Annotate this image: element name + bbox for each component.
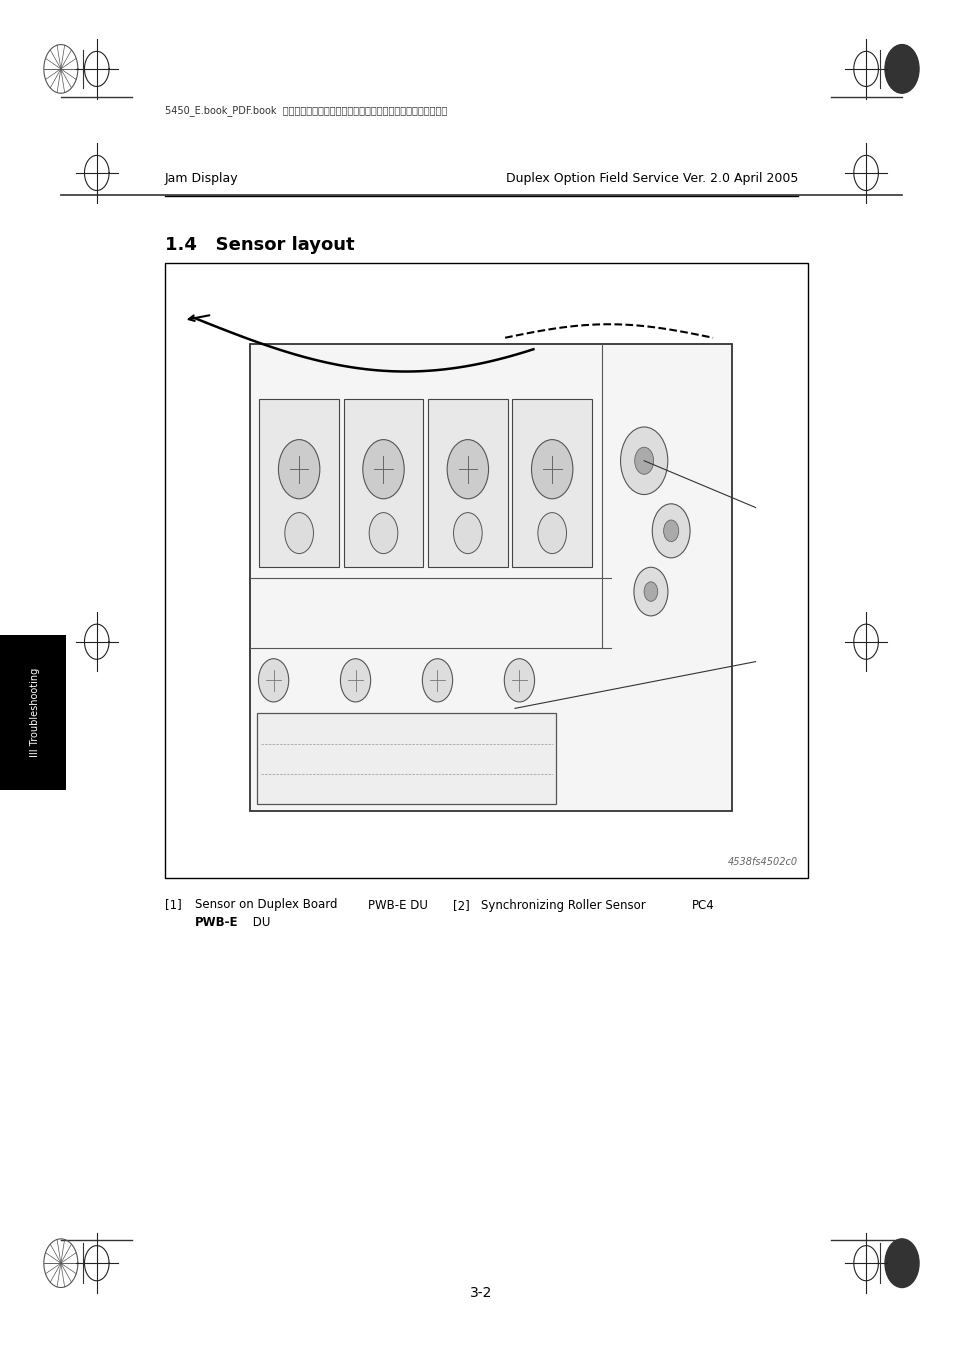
Text: Sensor on Duplex Board: Sensor on Duplex Board [194,898,337,912]
Circle shape [285,512,314,554]
Circle shape [278,439,319,499]
Circle shape [663,520,678,542]
Text: [1]: [1] [165,898,181,912]
Circle shape [362,439,404,499]
Text: PC4: PC4 [692,898,714,912]
Circle shape [652,504,689,558]
Circle shape [258,659,289,703]
Circle shape [422,659,452,703]
Circle shape [340,659,371,703]
Bar [250,345,731,811]
Circle shape [537,512,566,554]
Circle shape [633,567,667,616]
Circle shape [531,439,573,499]
Text: PWB-E DU: PWB-E DU [368,898,428,912]
Circle shape [504,659,534,703]
Text: PWB-E: PWB-E [194,916,238,929]
Text: III Troubleshooting: III Troubleshooting [30,667,40,758]
Circle shape [643,582,657,601]
Circle shape [634,447,653,474]
Circle shape [884,45,918,93]
Bar [428,399,507,567]
Text: Duplex Option Field Service Ver. 2.0 April 2005: Duplex Option Field Service Ver. 2.0 Apr… [505,172,798,185]
Bar [512,399,592,567]
Text: Jam Display: Jam Display [165,172,238,185]
Bar [257,713,556,804]
Circle shape [447,439,488,499]
Bar [343,399,423,567]
Text: 5450_E.book_PDF.book  ２ページ　２００５年４月１２日　火曜日　午後１２晎５４分: 5450_E.book_PDF.book ２ページ ２００５年４月１２日 火曜日… [165,105,447,116]
Text: Synchronizing Roller Sensor: Synchronizing Roller Sensor [481,898,645,912]
Text: [2]: [2] [453,898,469,912]
Circle shape [369,512,397,554]
Bar [0,635,66,790]
Bar [165,263,806,878]
Text: 3-2: 3-2 [470,1286,492,1300]
Circle shape [619,427,667,494]
Circle shape [884,1239,918,1288]
Text: DU: DU [249,916,270,929]
Text: 4538fs4502c0: 4538fs4502c0 [727,858,798,867]
Text: 1.4   Sensor layout: 1.4 Sensor layout [165,236,355,254]
Circle shape [453,512,481,554]
Bar [259,399,338,567]
